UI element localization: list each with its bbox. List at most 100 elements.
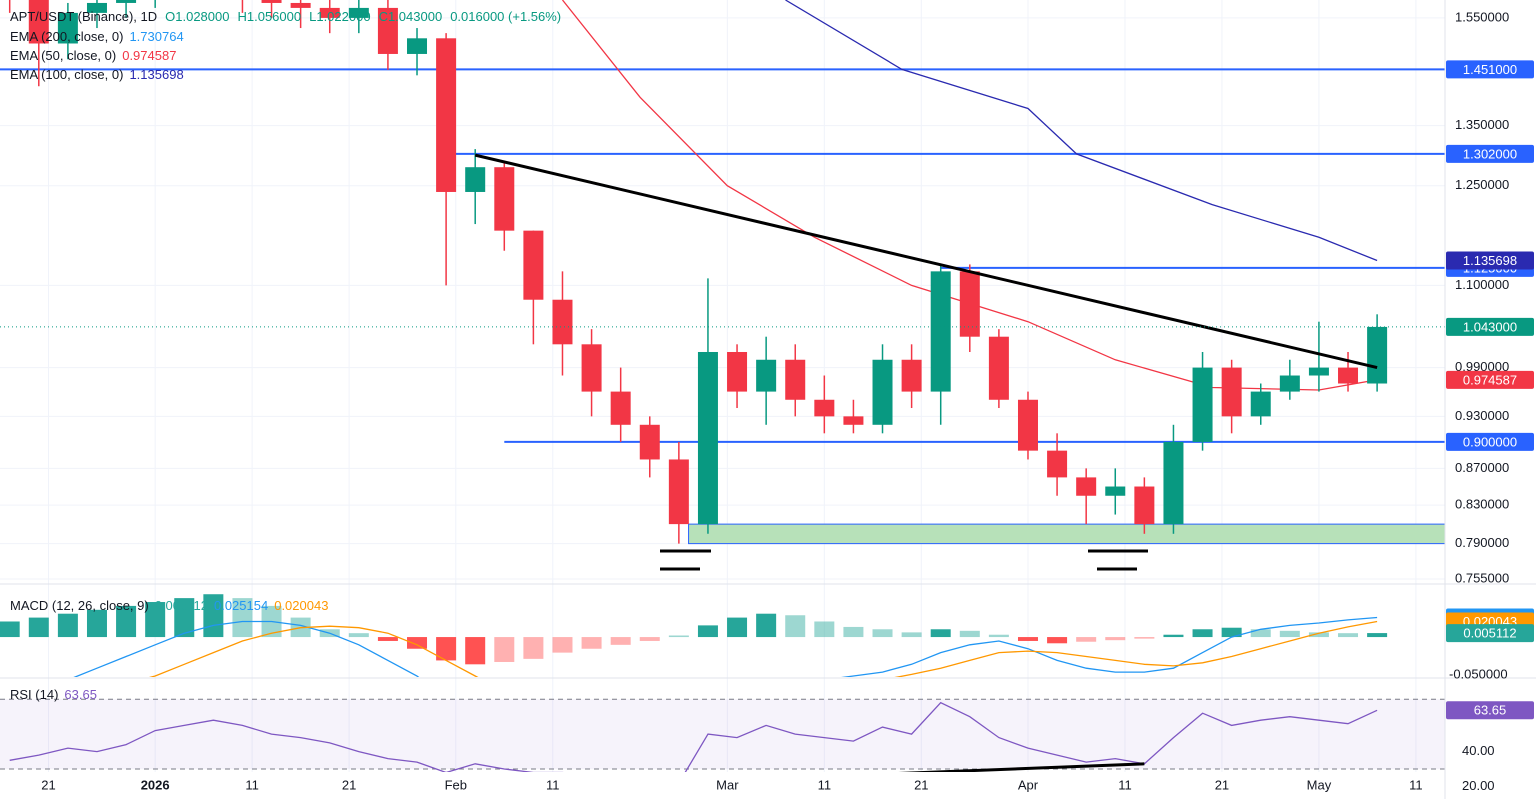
macd-histogram-bar — [959, 630, 980, 638]
candle-body — [1134, 486, 1155, 525]
price-badge: 0.005112 — [1446, 624, 1534, 643]
y-tick-label: 1.100000 — [1455, 277, 1509, 292]
macd-histogram-bar — [610, 637, 631, 645]
macd-histogram-bar — [86, 609, 107, 638]
candle-body — [407, 38, 428, 54]
badge-box — [1446, 624, 1534, 643]
badge-box — [1446, 144, 1534, 163]
indicator-name: EMA (100, close, 0) — [10, 67, 123, 82]
candle-body — [1017, 399, 1038, 451]
macd-histogram-bar — [465, 637, 486, 665]
y-tick-label: 0.870000 — [1455, 460, 1509, 475]
macd-histogram-bar — [697, 625, 718, 638]
macd-histogram-bar — [145, 602, 166, 638]
macd-line — [73, 616, 1378, 677]
x-tick-label: Feb — [445, 777, 467, 792]
candle-body — [668, 459, 689, 525]
candle-body — [639, 424, 660, 460]
x-tick-label: 21 — [1215, 777, 1229, 792]
indicator-name: EMA (50, close, 0) — [10, 48, 116, 63]
macd-histogram-bar — [756, 613, 777, 638]
badge-label: 1.043000 — [1463, 319, 1517, 334]
candle-body — [465, 167, 486, 192]
badge-label: 1.135698 — [1463, 253, 1517, 268]
macd-histogram-bar — [0, 621, 20, 638]
support-zone — [688, 523, 1445, 545]
macd-histogram-bar — [552, 637, 573, 653]
candle-body — [1163, 441, 1184, 525]
y-tick-label: 1.550000 — [1455, 9, 1509, 24]
macd-histogram-bar — [843, 626, 864, 638]
x-tick-label: 21 — [342, 777, 356, 792]
badge-label: 1.451000 — [1463, 62, 1517, 77]
macd-histogram-bar — [232, 598, 253, 638]
candle-body — [1308, 367, 1329, 376]
x-tick-label: 11 — [546, 777, 560, 792]
macd-histogram-bar — [1017, 637, 1038, 641]
candle-body — [1250, 391, 1271, 417]
rsi-value: 63.65 — [64, 687, 97, 702]
candle-body — [1338, 367, 1359, 384]
change: 0.016000 (+1.56%) — [450, 9, 561, 24]
trendline — [474, 153, 1378, 370]
x-tick-label: 2026 — [141, 777, 170, 792]
badge-box — [1446, 317, 1534, 336]
candle-body — [1221, 367, 1242, 417]
macd-histogram-bar — [1221, 627, 1242, 638]
y-tick-label: 40.00 — [1462, 743, 1495, 758]
price-badge: 63.65 — [1446, 701, 1534, 720]
macd-histogram-bar — [1308, 632, 1329, 638]
rsi-band — [0, 699, 1445, 770]
candle-body — [1076, 477, 1097, 496]
macd-histogram-bar — [348, 633, 369, 638]
candle-body — [1192, 367, 1213, 442]
symbol-legend: APT/USDT (Binance), 1D O1.028000 H1.056000… — [10, 9, 561, 24]
macd-histogram-bar — [57, 613, 78, 638]
candle-body — [1279, 375, 1300, 392]
candle-body — [581, 344, 602, 392]
x-tick-label: 11 — [1118, 777, 1132, 792]
candle-body — [697, 351, 718, 525]
candle-body — [610, 391, 631, 425]
macd-line — [148, 620, 1378, 677]
y-tick-label: -0.050000 — [1449, 666, 1508, 681]
candle-body — [436, 38, 457, 192]
price-badge: 1.043000 — [1446, 317, 1534, 336]
indicator-value: 1.730764 — [129, 29, 183, 44]
y-tick-label: 0.755000 — [1455, 570, 1509, 585]
candle-body — [930, 271, 951, 392]
indicator-legend: EMA (50, close, 0) 0.974587 — [10, 48, 176, 63]
macd-histogram-bar — [581, 637, 602, 649]
badge-label: 0.005112 — [1463, 626, 1516, 641]
price-badge: 0.974587 — [1446, 370, 1534, 389]
double-bottom-markers — [660, 549, 1148, 571]
candle-body — [28, 0, 49, 44]
ema-line — [785, 0, 1378, 262]
macd-histogram-bar — [407, 637, 428, 649]
candle-body — [57, 12, 78, 44]
macd-histogram-bar — [814, 621, 835, 638]
candle-body — [1105, 486, 1126, 496]
high: H1.056000 — [237, 9, 301, 24]
rsi-legend: RSI (14) 63.65 — [10, 687, 97, 702]
macd-histogram-bar — [174, 598, 195, 638]
macd-histogram-bar — [727, 617, 748, 638]
candle-body — [116, 0, 137, 3]
rsi-line — [9, 701, 1378, 772]
x-tick-label: Mar — [716, 777, 739, 792]
x-tick-label: 11 — [818, 777, 832, 792]
indicator-legend: EMA (100, close, 0) 1.135698 — [10, 67, 184, 82]
y-tick-label: 0.990000 — [1455, 359, 1509, 374]
macd-histogram-bar — [523, 637, 544, 659]
badge-box — [1446, 432, 1534, 451]
rsi-divergence — [898, 762, 1145, 772]
macd-histogram-bar — [1134, 637, 1155, 639]
candle-body — [377, 7, 398, 54]
macd-histogram-bar — [901, 632, 922, 638]
candle-body — [348, 7, 369, 18]
histogram-value: 0.005112 — [155, 598, 208, 613]
indicator-value: 1.135698 — [129, 67, 183, 82]
macd-histogram-bar — [1279, 630, 1300, 638]
candle-body — [988, 336, 1009, 400]
macd-value: 0.025154 — [214, 598, 268, 613]
